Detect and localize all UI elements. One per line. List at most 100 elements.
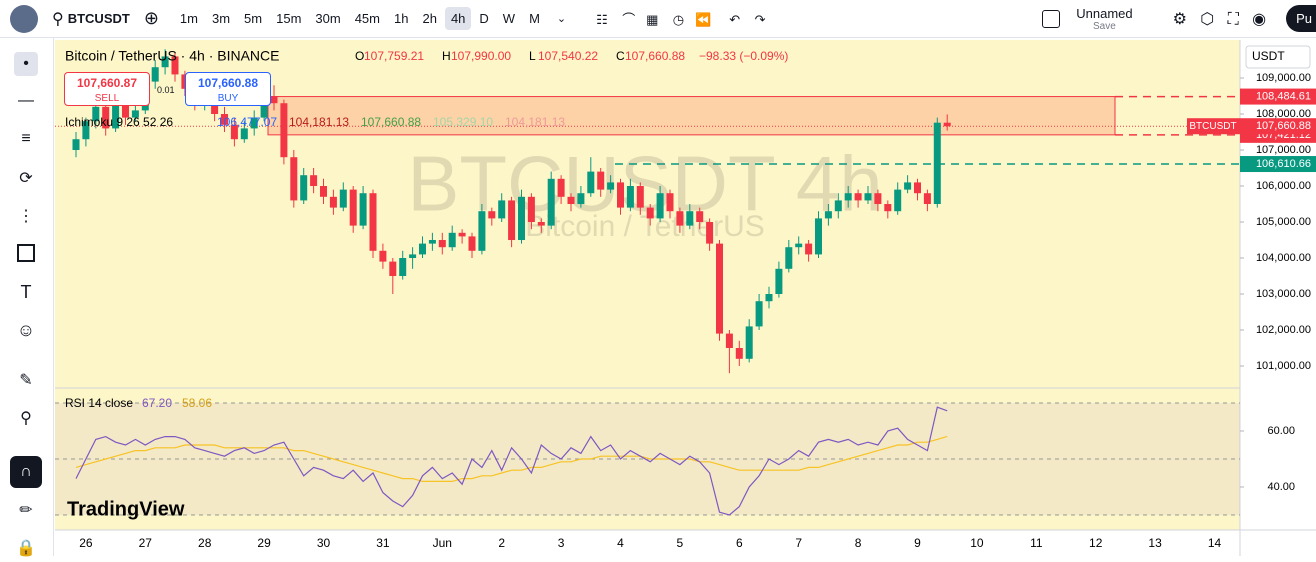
candle-body [161, 56, 169, 68]
magnet-tool[interactable]: ∩ [10, 456, 42, 488]
candle-body [349, 189, 357, 226]
time-label: 7 [795, 536, 802, 550]
candle-body [755, 301, 763, 327]
candle-body [488, 211, 496, 219]
level-tag [1240, 156, 1316, 173]
ruler-tool[interactable]: ✎ [19, 372, 33, 389]
time-label: 3 [558, 536, 565, 550]
candle-body [617, 182, 624, 208]
ichimoku-value: 106,477.07 [217, 115, 277, 129]
candle-body [369, 193, 377, 251]
lock-tool[interactable]: 🔒 [16, 540, 36, 557]
interval[interactable]: 45m [354, 11, 380, 26]
time-label: 8 [855, 536, 862, 550]
emoji-tool[interactable]: ☺ [16, 320, 36, 340]
price-tick-label: 103,000.00 [1256, 288, 1311, 300]
interval[interactable]: 1m [179, 11, 198, 26]
candle-body [131, 110, 139, 118]
save[interactable]: Save [1093, 20, 1116, 32]
candle-body [290, 157, 298, 201]
rsi-ma-value: 58.06 [182, 396, 212, 410]
candle-body [676, 211, 684, 226]
candle-body [666, 193, 674, 212]
interval[interactable]: D [479, 11, 489, 26]
rsi-ma-line [75, 435, 948, 482]
interval[interactable]: 4h [444, 7, 472, 30]
candle-body [250, 117, 258, 129]
candle-body [379, 250, 387, 262]
ohlc-key: C [616, 49, 625, 63]
sell-button[interactable]: 107,660.87 SELL [64, 72, 150, 106]
candle-body [260, 96, 268, 118]
time-label: 12 [1089, 536, 1103, 550]
watermark-symbol: BTCUSDT 4h [407, 140, 882, 228]
candle-body [458, 232, 466, 237]
price-tick-label: 101,000.00 [1256, 360, 1311, 372]
buy-button[interactable]: 107,660.88 BUY [185, 72, 271, 106]
interval[interactable]: M [529, 11, 540, 26]
text-tool[interactable]: T [20, 282, 32, 302]
interval[interactable]: 30m [315, 11, 341, 26]
time-label: 14 [1208, 536, 1222, 550]
time-label: 30 [317, 536, 331, 550]
interval[interactable]: 5m [244, 11, 263, 26]
sell-price: 107,660.87 [76, 76, 138, 90]
candle-body [844, 193, 852, 201]
time-label: Jun [433, 536, 452, 550]
candle-body [884, 204, 892, 212]
candle-body [923, 193, 931, 205]
draw-tool[interactable]: ✏ [19, 502, 33, 519]
candle-body [626, 186, 634, 208]
level-tag-label: 106,610.66 [1256, 158, 1311, 170]
candle-body [864, 193, 872, 201]
candle-body [181, 74, 189, 89]
candle-body [577, 193, 585, 205]
zoom-tool[interactable]: ⚲ [20, 410, 32, 427]
candle-body [527, 196, 535, 223]
candle-body [72, 139, 80, 151]
candle-body [478, 211, 486, 251]
price-tick-label: 102,000.00 [1256, 324, 1311, 336]
candle-body [399, 258, 407, 277]
avatar[interactable] [10, 4, 38, 33]
symbol[interactable]: BTCUSDT [67, 11, 130, 26]
ichimoku-label: Ichimoku 9 26 52 26 [65, 115, 173, 129]
ohlc-key: H [442, 49, 451, 63]
cursor-tool[interactable]: • [14, 52, 38, 76]
line-tool[interactable]: — [18, 92, 34, 109]
buy-price: 107,660.88 [197, 76, 259, 90]
candle-body [854, 193, 862, 201]
candle-body [834, 200, 842, 212]
fib-tool[interactable]: ≡ [21, 130, 31, 147]
candle-body [428, 240, 436, 244]
zone-top-tag-label: 108,484.61 [1256, 90, 1311, 102]
measure-tool[interactable]: ⋮ [18, 208, 34, 225]
candle-body [656, 193, 664, 219]
candle-body [587, 171, 595, 194]
candle-body [280, 103, 288, 158]
candle-body [914, 182, 921, 194]
intervals: 1m 3m 5m 15m 30m 45m 1h 2h 4h D W M [173, 7, 547, 30]
interval[interactable]: 1h [394, 11, 409, 26]
candle-body [221, 114, 228, 125]
last-price-tag [1240, 118, 1316, 135]
interval[interactable]: 3m [211, 11, 231, 26]
currency-select[interactable] [1245, 45, 1311, 69]
candle-body [498, 200, 506, 219]
rsi-tick-label: 40.00 [1267, 481, 1295, 493]
last-price-tag-label: 107,660.88 [1256, 120, 1311, 132]
shape-tool[interactable] [17, 244, 35, 262]
candle-body [706, 222, 714, 244]
candle-body [320, 186, 327, 197]
interval[interactable]: W [502, 11, 516, 26]
symbol-tag-label: BTCUSDT [1189, 121, 1236, 132]
layout[interactable]: Unnamed Save [1076, 6, 1132, 32]
interval[interactable]: 15m [276, 11, 302, 26]
time-label: 6 [736, 536, 743, 550]
profile[interactable]: Pu [1286, 5, 1316, 32]
pattern-tool[interactable]: ⟳ [19, 170, 33, 187]
chart: BTCUSDT 4h Bitcoin / TetherUS Bitcoin / … [55, 40, 1316, 556]
time-label: 5 [677, 536, 684, 550]
interval[interactable]: 2h [422, 11, 437, 26]
price-tick-label: 107,000.00 [1256, 144, 1311, 156]
